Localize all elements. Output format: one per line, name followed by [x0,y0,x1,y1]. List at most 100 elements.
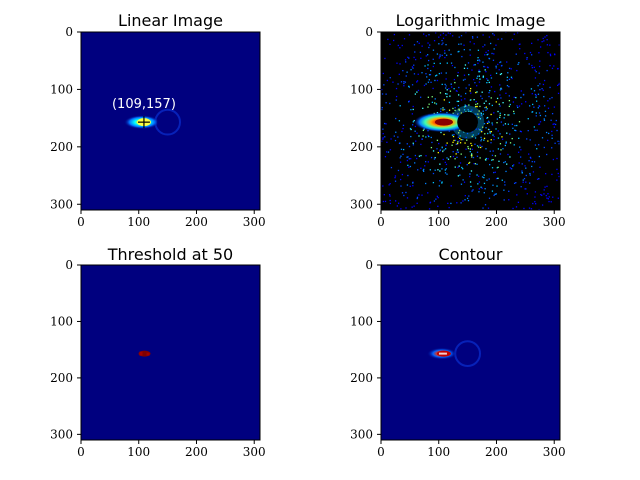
speckle-pixel [458,109,461,111]
speckle-pixel [487,132,489,135]
speckle-pixel [488,121,490,123]
speckle-pixel [529,174,531,176]
speckle-pixel [393,39,395,42]
speckle-pixel [544,115,547,117]
speckle-pixel [476,155,479,157]
speckle-pixel [445,6,446,7]
speckle-pixel [507,114,509,116]
speckle-pixel [538,112,541,114]
speckle-pixel [437,151,439,154]
speckle-pixel [422,135,424,137]
speckle-pixel [398,120,401,122]
speckle-pixel [420,154,422,157]
speckle-pixel [535,100,538,102]
speckle-pixel [536,178,539,180]
speckle-pixel [408,158,410,160]
speckle-pixel [478,69,480,71]
speckle-pixel [423,170,425,172]
speckle-pixel [454,158,456,160]
speckle-pixel [471,36,474,38]
speckle-pixel [530,221,531,222]
speckle-pixel [414,58,417,61]
speckle-pixel [530,88,533,90]
speckle-pixel [424,165,426,167]
speckle-pixel [486,122,489,124]
speckle-pixel [405,207,407,209]
speckle-pixel [478,146,480,148]
speckle-pixel [382,72,384,75]
speckle-pixel [509,167,512,169]
speckle-pixel [506,163,508,165]
speckle-pixel [544,105,546,107]
speckle-pixel [445,34,447,36]
speckle-pixel [472,78,475,81]
speckle-pixel [403,85,405,87]
speckle-pixel [425,83,427,85]
speckle-pixel [417,73,419,75]
speckle-pixel [411,113,414,115]
x-tick-label: 300 [243,445,266,459]
speckle-pixel [566,91,567,92]
speckle-pixel [491,167,494,169]
speckle-pixel [465,32,467,34]
speckle-pixel [444,52,446,54]
speckle-pixel [417,169,419,171]
speckle-pixel [550,119,552,121]
speckle-pixel [495,44,497,46]
speckle-pixel [434,169,436,171]
speckle-pixel [463,109,466,111]
speckle-pixel [412,67,414,69]
speckle-pixel [442,234,443,235]
speckle-pixel [441,54,443,57]
y-tick-label: 300 [50,427,73,441]
speckle-pixel [454,66,456,69]
speckle-pixel [483,176,485,179]
speckle-pixel [506,76,509,78]
beamstop-shadow [457,111,479,133]
speckle-pixel [537,93,540,95]
speckle-pixel [409,127,412,130]
speckle-pixel [400,185,402,187]
speckle-pixel [571,84,572,85]
speckle-pixel [553,53,556,55]
speckle-pixel [570,104,571,105]
speckle-pixel [408,145,411,148]
speckle-pixel [509,133,511,135]
speckle-pixel [406,159,409,162]
speckle-pixel [477,113,479,115]
speckle-pixel [491,190,494,192]
speckle-pixel [441,181,443,183]
speckle-pixel [384,136,386,138]
panel-logarithmic-image: Logarithmic Image 0 100 200 300 0 100 200 300 [350,6,572,235]
speckle-pixel [416,132,418,134]
speckle-pixel [499,153,502,155]
speckle-pixel [531,111,533,113]
speckle-pixel [441,39,443,42]
speckle-pixel [457,166,459,169]
panel-title-contour: Contour [439,245,503,264]
speckle-pixel [519,48,521,50]
speckle-pixel [498,69,500,71]
speckle-pixel [378,64,379,65]
speckle-pixel [431,96,433,98]
speckle-pixel [551,173,553,176]
y-tick-label: 200 [50,140,73,154]
speckle-pixel [518,218,519,219]
speckle-pixel [486,116,489,119]
speckle-pixel [416,196,419,199]
speckle-pixel [389,202,392,205]
speckle-pixel [485,157,487,160]
speckle-pixel [569,93,570,94]
speckle-pixel [427,161,429,163]
speckle-pixel [412,185,414,187]
speckle-pixel [433,62,435,65]
speckle-pixel [399,47,401,49]
speckle-pixel [557,84,559,87]
speckle-pixel [484,69,486,71]
speckle-pixel [543,119,546,121]
speckle-pixel [464,194,466,197]
speckle-pixel [530,208,533,210]
speckle-pixel [468,104,470,106]
speckle-pixel [432,58,434,60]
x-tick-label: 300 [543,215,566,229]
